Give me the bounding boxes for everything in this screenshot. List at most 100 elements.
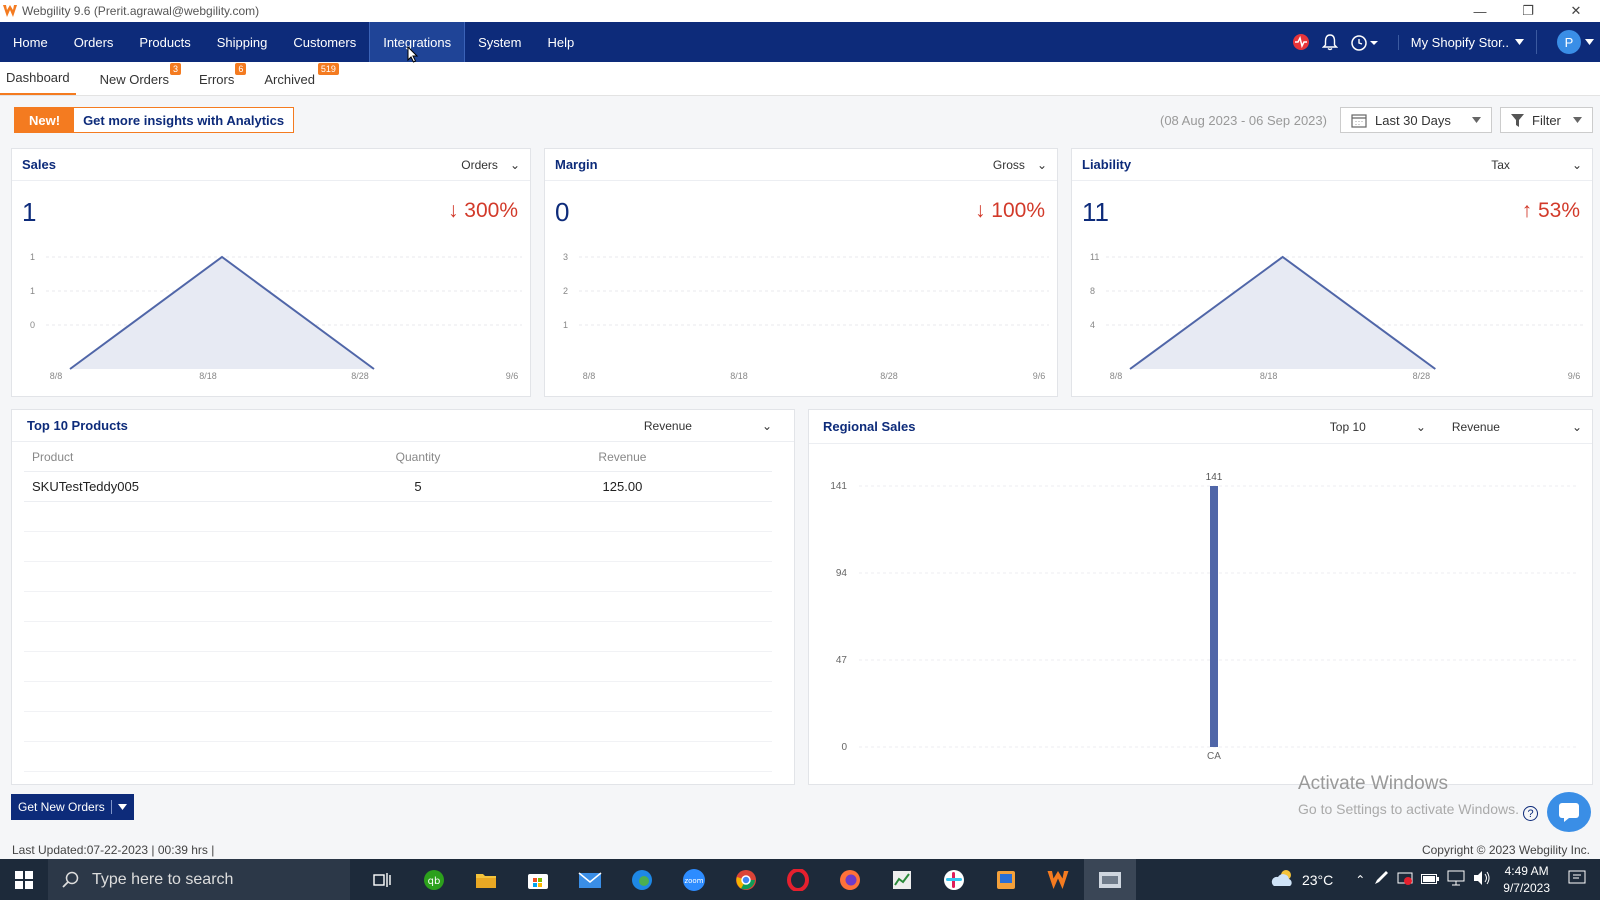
filter-dropdown[interactable]: Filter xyxy=(1500,107,1593,133)
x-tick-label: 8/28 xyxy=(351,371,369,381)
nav-orders[interactable]: Orders xyxy=(73,34,114,50)
analytics-promo[interactable]: New! Get more insights with Analytics xyxy=(14,107,295,133)
metric-dropdown[interactable]: Tax ⌄ xyxy=(1491,158,1582,172)
store-selector[interactable]: My Shopify Stor.. xyxy=(1397,34,1524,50)
period-dropdown[interactable]: Last 30 Days xyxy=(1340,107,1492,133)
tab-label: Errors xyxy=(198,72,235,87)
user-menu[interactable]: P xyxy=(1536,30,1594,54)
regional-sales-card: Regional Sales Top 10 ⌄ Revenue ⌄ 0 47 94 141… xyxy=(808,409,1593,785)
empty-row xyxy=(24,622,772,652)
remote-desktop-icon[interactable] xyxy=(980,859,1032,900)
zoom-icon[interactable]: zoom xyxy=(668,859,720,900)
y-tick-label: 11 xyxy=(1090,252,1099,262)
chat-icon xyxy=(1559,803,1579,822)
change-value: 100% xyxy=(991,199,1045,222)
clock[interactable]: 4:49 AM 9/7/2023 xyxy=(1503,863,1550,897)
card-title: Sales xyxy=(22,157,56,172)
y-tick-label: 1 xyxy=(30,286,35,296)
slack-icon[interactable] xyxy=(928,859,980,900)
nav-system[interactable]: System xyxy=(478,34,522,50)
metric-dropdown[interactable]: Orders ⌄ xyxy=(461,158,520,172)
minimize-icon[interactable]: — xyxy=(1473,3,1487,19)
change-value: 300% xyxy=(464,199,518,222)
store-name: My Shopify Stor.. xyxy=(1410,34,1509,50)
network-icon[interactable] xyxy=(1447,870,1465,889)
mouse-cursor-icon xyxy=(407,46,419,63)
chrome-icon[interactable] xyxy=(720,859,772,900)
nav-help[interactable]: Help xyxy=(547,34,575,50)
regional-sales-chart: 0 47 94 141 141 CA xyxy=(830,472,1579,762)
caret-down-icon[interactable] xyxy=(117,804,127,810)
windows-taskbar: Type here to search qb zoom 23°C ⌃ 4:49 … xyxy=(0,859,1600,900)
nav-integrations[interactable]: Integrations xyxy=(369,22,466,62)
nav-home[interactable]: Home xyxy=(13,34,48,50)
weather-icon[interactable] xyxy=(1270,868,1296,891)
margin-card: Margin Gross ⌄ 0 ↓ 100% 3 2 1 8/8 8/18 8/28 9/6 xyxy=(544,148,1058,397)
tab-dashboard[interactable]: Dashboard xyxy=(0,70,76,95)
task-view-icon[interactable] xyxy=(356,859,408,900)
tab-new-orders[interactable]: New Orders 3 xyxy=(94,63,181,95)
card-title: Top 10 Products xyxy=(27,418,128,433)
title-bar: Webgility 9.6 (Prerit.agrawal@webgility.… xyxy=(0,0,1600,22)
empty-row xyxy=(24,562,772,592)
close-icon[interactable]: ✕ xyxy=(1570,3,1582,18)
metric-dropdown[interactable]: Revenue ⌄ xyxy=(644,419,772,433)
battery-icon[interactable] xyxy=(1421,873,1440,887)
filter-label: Filter xyxy=(1532,112,1561,128)
divider xyxy=(110,800,112,814)
caret-down-icon xyxy=(1585,39,1594,45)
bell-icon[interactable] xyxy=(1321,33,1338,51)
y-tick-label: 2 xyxy=(563,286,568,296)
security-icon[interactable] xyxy=(1397,870,1413,889)
count-badge: 519 xyxy=(317,63,339,75)
nav-customers[interactable]: Customers xyxy=(293,34,357,50)
tab-archived[interactable]: Archived 519 xyxy=(258,63,339,95)
spreadsheet-app-icon[interactable] xyxy=(876,859,928,900)
firefox-icon[interactable] xyxy=(824,859,876,900)
last-updated-text: Last Updated:07-22-2023 | 00:39 hrs | xyxy=(12,843,215,857)
nav-products[interactable]: Products xyxy=(139,34,191,50)
weather-temp[interactable]: 23°C xyxy=(1301,871,1334,888)
change-percent: ↑ 53% xyxy=(1521,199,1580,222)
regional-selectors: Top 10 ⌄ Revenue ⌄ xyxy=(1330,420,1582,434)
mail-icon[interactable] xyxy=(564,859,616,900)
metric-dropdown[interactable]: Gross ⌄ xyxy=(993,158,1047,172)
empty-row xyxy=(24,592,772,622)
avatar: P xyxy=(1557,30,1581,54)
help-icon[interactable]: ? xyxy=(1523,806,1538,821)
restore-icon[interactable]: ❐ xyxy=(1522,3,1534,18)
area-fill xyxy=(70,257,374,369)
tab-errors[interactable]: Errors 6 xyxy=(193,63,247,95)
x-tick-label: 8/8 xyxy=(583,371,596,381)
top-n-dropdown[interactable]: Top 10 ⌄ xyxy=(1330,420,1426,434)
active-app-icon[interactable] xyxy=(1084,859,1136,900)
top-products-card: Top 10 Products Revenue ⌄ Product Quantit… xyxy=(11,409,795,785)
pen-icon[interactable] xyxy=(1373,870,1389,889)
shopify-status-icon[interactable] xyxy=(1292,33,1310,51)
promo-text[interactable]: Get more insights with Analytics xyxy=(74,108,294,132)
change-percent: ↓ 100% xyxy=(974,199,1045,222)
file-explorer-icon[interactable] xyxy=(460,859,512,900)
card-header: Liability Tax ⌄ xyxy=(1072,149,1592,181)
nav-shipping[interactable]: Shipping xyxy=(216,34,268,50)
get-new-orders-button[interactable]: Get New Orders xyxy=(11,794,134,820)
chat-button[interactable] xyxy=(1547,792,1591,832)
windows-start-icon[interactable] xyxy=(0,859,48,900)
metric-dropdown[interactable]: Revenue ⌄ xyxy=(1452,420,1582,434)
table-row[interactable]: SKUTestTeddy005 5 125.00 xyxy=(24,472,772,502)
card-title: Margin xyxy=(555,157,598,172)
quickbooks-icon[interactable]: qb xyxy=(408,859,460,900)
opera-icon[interactable] xyxy=(772,859,824,900)
notification-icon[interactable] xyxy=(1568,870,1586,889)
store-icon[interactable] xyxy=(512,859,564,900)
taskbar-search[interactable]: Type here to search xyxy=(48,859,350,900)
copyright-text: Copyright © 2023 Webgility Inc. xyxy=(1421,843,1590,857)
card-header: Regional Sales Top 10 ⌄ Revenue ⌄ xyxy=(809,410,1592,444)
webgility-app-icon[interactable] xyxy=(1032,859,1084,900)
product-name: SKUTestTeddy005 xyxy=(32,479,139,494)
edge-browser-icon[interactable] xyxy=(616,859,668,900)
chevron-up-icon[interactable]: ⌃ xyxy=(1355,872,1366,887)
series-line xyxy=(1129,255,1436,370)
volume-icon[interactable] xyxy=(1473,870,1491,889)
alarm-clock-icon[interactable] xyxy=(1350,33,1380,51)
